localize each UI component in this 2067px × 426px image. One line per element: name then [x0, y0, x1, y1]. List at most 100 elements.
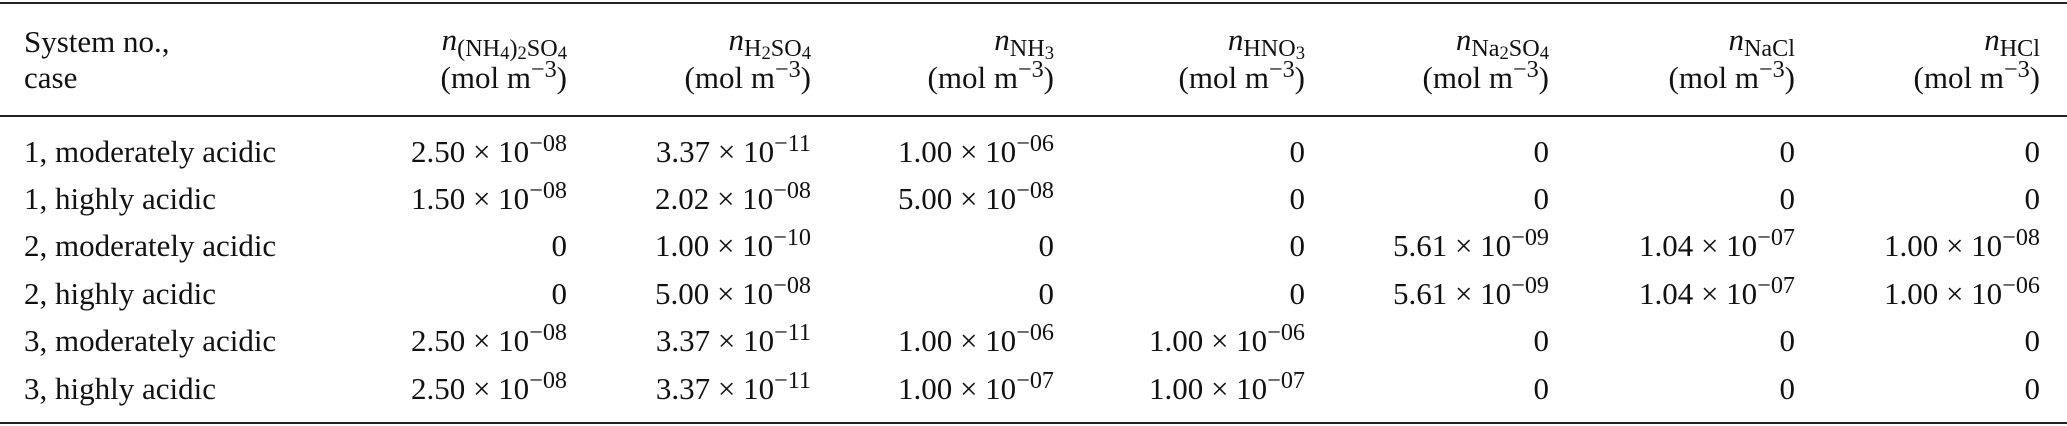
exponent: −07: [1757, 224, 1795, 252]
mantissa: 1.50 × 10: [410, 181, 530, 216]
unit-part: −3: [774, 56, 801, 84]
mantissa: 3.37 × 10: [655, 134, 775, 169]
exponent: −10: [773, 224, 811, 252]
cell-value: 0: [1533, 134, 1550, 169]
mantissa: 1.00 × 10: [1883, 276, 2003, 311]
cell-value: 5.00 × 10−08: [654, 274, 811, 311]
mantissa: 3.37 × 10: [655, 371, 775, 406]
cell-value: 0: [2024, 134, 2041, 169]
header-part: 4: [557, 43, 567, 65]
cell-value: 1.50 × 10−08: [410, 179, 567, 216]
cell-value: 0: [1289, 134, 1306, 169]
exponent: −07: [1757, 272, 1795, 300]
cell-value: 5.61 × 10−09: [1392, 226, 1549, 263]
exponent: −08: [529, 367, 567, 395]
mantissa: 1.00 × 10: [654, 228, 774, 263]
mantissa: 5.00 × 10: [897, 181, 1017, 216]
cell-value: 0: [2024, 181, 2041, 216]
mantissa: 1.00 × 10: [897, 134, 1017, 169]
unit-part: (mol m: [440, 60, 531, 95]
exponent: −08: [2002, 224, 2040, 252]
unit-part: ): [2029, 60, 2040, 95]
header-unit: (mol m−3): [1669, 58, 1795, 93]
cell-value: 1.00 × 10−10: [654, 226, 811, 263]
mantissa: 5.61 × 10: [1392, 276, 1512, 311]
cell-value: 0: [1038, 228, 1055, 263]
top-rule: [0, 2, 2067, 4]
unit-part: (mol m: [1913, 60, 2004, 95]
unit-part: ): [1538, 60, 1549, 95]
exponent: −09: [1511, 224, 1549, 252]
header-part: H: [744, 35, 762, 63]
cell-value: 1.04 × 10−07: [1638, 226, 1795, 263]
header-part: SO: [1508, 35, 1540, 63]
cell-value: 0: [2024, 323, 2041, 358]
exponent: −08: [529, 319, 567, 347]
row-label: 2, moderately acidic: [24, 228, 277, 263]
exponent: −08: [773, 177, 811, 205]
exponent: −11: [774, 367, 811, 395]
mantissa: 1.00 × 10: [1883, 228, 2003, 263]
exponent: −06: [1016, 130, 1054, 158]
cell-value: 2.50 × 10−08: [411, 132, 567, 167]
cell-value: 3.37 × 10−11: [655, 369, 811, 406]
cell-value: 5.61 × 10−09: [1392, 274, 1549, 311]
cell-value: 3.37 × 10−11: [655, 321, 811, 358]
header-unit: (mol m−3): [1913, 58, 2040, 95]
header-part: n: [1984, 22, 2000, 57]
header-part: n: [1455, 22, 1472, 57]
header-part: NaCl: [1743, 35, 1795, 63]
unit-part: ): [1043, 60, 1054, 95]
header-part: 3: [1044, 43, 1054, 65]
mantissa: 3.37 × 10: [655, 323, 775, 358]
header-symbol: nHCl: [1984, 22, 2040, 61]
cell-value: 0: [551, 276, 568, 311]
cell-value: 0: [1533, 323, 1550, 358]
bottom-rule: [0, 422, 2067, 424]
unit-part: ): [1294, 60, 1305, 95]
header-part: 4: [500, 43, 510, 65]
header-rule: [0, 115, 2067, 117]
mantissa: 2.02 × 10: [654, 181, 774, 216]
mantissa: 1.04 × 10: [1638, 276, 1758, 311]
cell-value: 2.50 × 10−08: [411, 369, 567, 404]
header-symbol: nH2SO4: [729, 24, 811, 63]
exponent: −08: [529, 130, 567, 158]
header-unit: (mol m−3): [1423, 58, 1549, 95]
header-line: case: [24, 60, 78, 95]
exponent: −11: [774, 130, 811, 158]
header-symbol: n(NH4)2SO4: [442, 24, 567, 63]
header-symbol: nNa2SO4: [1455, 22, 1549, 63]
cell-value: 0: [1779, 323, 1796, 358]
mantissa: 5.61 × 10: [1392, 228, 1512, 263]
exponent: −06: [1016, 319, 1054, 347]
cell-value: 1.00 × 10−06: [1149, 321, 1305, 356]
unit-part: −3: [2003, 56, 2030, 84]
header-part: n: [1227, 22, 1244, 57]
cell-value: 2.50 × 10−08: [411, 321, 567, 356]
cell-value: 0: [1038, 276, 1055, 311]
cell-value: 0: [2024, 371, 2041, 406]
header-part: ): [509, 35, 518, 63]
unit-part: (mol m: [1178, 60, 1269, 95]
cell-value: 1.00 × 10−07: [1148, 369, 1305, 406]
cell-value: 0: [1289, 276, 1306, 311]
header-part: SO: [526, 35, 558, 63]
cell-value: 0: [1533, 181, 1550, 216]
mantissa: 1.04 × 10: [1638, 228, 1758, 263]
cell-value: 0: [1779, 134, 1796, 169]
unit-part: (mol m: [684, 60, 775, 95]
row-label: 1, moderately acidic: [24, 134, 277, 169]
mantissa: 1.00 × 10: [1148, 371, 1268, 406]
header-part: HNO: [1243, 35, 1296, 63]
cell-value: 1.00 × 10−08: [1883, 226, 2040, 263]
mantissa: 5.00 × 10: [654, 276, 774, 311]
unit-part: −3: [1758, 56, 1785, 84]
unit-part: ): [800, 60, 811, 95]
cell-value: 1.00 × 10−06: [897, 132, 1054, 169]
exponent: −06: [1267, 319, 1305, 347]
header-part: 2: [761, 43, 771, 65]
header-part: n: [994, 22, 1010, 57]
header-unit: (mol m−3): [684, 58, 811, 95]
header-part: Na: [1471, 35, 1500, 63]
